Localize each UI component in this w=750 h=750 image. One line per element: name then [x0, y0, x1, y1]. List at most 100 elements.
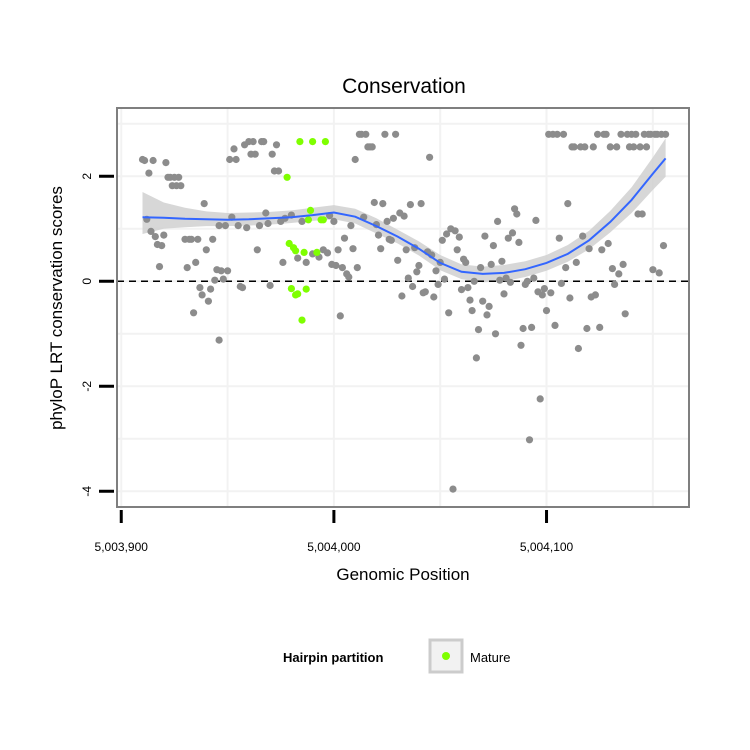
- point-other: [598, 246, 606, 254]
- point-other: [211, 276, 219, 284]
- point-other: [183, 264, 191, 272]
- point-other: [302, 258, 310, 266]
- point-other: [426, 153, 434, 161]
- point-other: [562, 264, 570, 272]
- point-other: [574, 344, 583, 353]
- point-other: [417, 200, 425, 208]
- point-other: [262, 209, 270, 217]
- point-other: [207, 285, 215, 293]
- point-other: [438, 236, 446, 244]
- point-other: [462, 258, 470, 266]
- point-other: [432, 267, 440, 275]
- point-other: [232, 155, 240, 164]
- point-other: [158, 242, 166, 250]
- point-other: [368, 143, 376, 151]
- point-other: [496, 276, 504, 284]
- point-other: [491, 330, 500, 338]
- point-other: [272, 141, 281, 149]
- point-other: [202, 246, 210, 254]
- point-other: [608, 265, 617, 273]
- point-other: [523, 277, 532, 285]
- point-other: [547, 289, 555, 297]
- point-other: [190, 309, 198, 317]
- point-other: [449, 485, 457, 493]
- point-other: [481, 232, 489, 240]
- point-mature: [319, 216, 327, 224]
- point-other: [602, 130, 610, 138]
- point-other: [234, 222, 242, 230]
- point-other: [377, 245, 385, 253]
- point-other: [515, 238, 523, 246]
- point-other: [500, 290, 508, 298]
- x-axis: 5,003,900 5,004,000 5,004,100: [95, 510, 574, 554]
- point-other: [662, 130, 670, 138]
- point-other: [583, 324, 591, 333]
- point-other: [642, 143, 651, 151]
- point-other: [589, 143, 597, 151]
- panel-background: [117, 108, 689, 507]
- point-other: [538, 291, 546, 299]
- point-other: [525, 436, 534, 444]
- point-other: [332, 261, 340, 270]
- point-other: [200, 200, 208, 208]
- point-other: [192, 258, 200, 266]
- point-other: [494, 217, 502, 225]
- point-other: [659, 242, 668, 250]
- legend-title: Hairpin partition: [283, 650, 383, 665]
- point-other: [483, 311, 491, 319]
- point-other: [470, 277, 478, 285]
- point-other: [264, 219, 272, 228]
- point-other: [215, 222, 223, 230]
- point-mature: [313, 248, 321, 256]
- point-other: [551, 321, 559, 329]
- point-other: [468, 307, 476, 315]
- point-other: [221, 222, 229, 230]
- x-tick-label: 5,003,900: [95, 540, 149, 554]
- point-other: [487, 260, 495, 268]
- point-other: [383, 217, 391, 225]
- point-mature: [306, 206, 315, 214]
- point-other: [347, 222, 355, 230]
- point-other: [540, 285, 549, 293]
- point-other: [362, 130, 370, 138]
- point-other: [585, 245, 593, 253]
- point-other: [542, 307, 551, 315]
- point-other: [485, 302, 493, 310]
- point-other: [504, 234, 512, 242]
- point-other: [489, 242, 497, 250]
- y-tick-label: -2: [80, 381, 94, 392]
- point-other: [517, 341, 525, 349]
- point-other: [570, 143, 578, 151]
- point-other: [508, 229, 517, 237]
- point-other: [351, 155, 359, 164]
- x-axis-title: Genomic Position: [336, 565, 469, 584]
- point-other: [630, 143, 638, 151]
- point-other: [443, 230, 451, 238]
- point-other: [204, 297, 212, 305]
- point-other: [479, 297, 487, 305]
- point-other: [498, 257, 506, 265]
- plot-panel: [116, 107, 690, 508]
- point-other: [370, 198, 378, 207]
- point-other: [530, 274, 538, 282]
- point-other: [275, 167, 283, 175]
- point-other: [474, 326, 483, 334]
- point-other: [224, 267, 232, 275]
- point-other: [398, 292, 406, 300]
- x-tick-label: 5,004,000: [307, 540, 361, 554]
- point-other: [655, 269, 663, 277]
- point-other: [557, 279, 566, 287]
- point-other: [249, 138, 257, 146]
- point-other: [253, 246, 261, 254]
- point-other: [194, 235, 202, 243]
- point-other: [457, 286, 466, 294]
- point-other: [632, 130, 640, 138]
- point-other: [555, 234, 563, 242]
- point-other: [611, 280, 619, 288]
- point-other: [440, 275, 449, 283]
- point-other: [451, 227, 459, 235]
- point-other: [334, 246, 342, 254]
- point-other: [536, 395, 544, 403]
- y-axis: -4 -2 0 2: [80, 173, 114, 497]
- point-other: [198, 291, 206, 299]
